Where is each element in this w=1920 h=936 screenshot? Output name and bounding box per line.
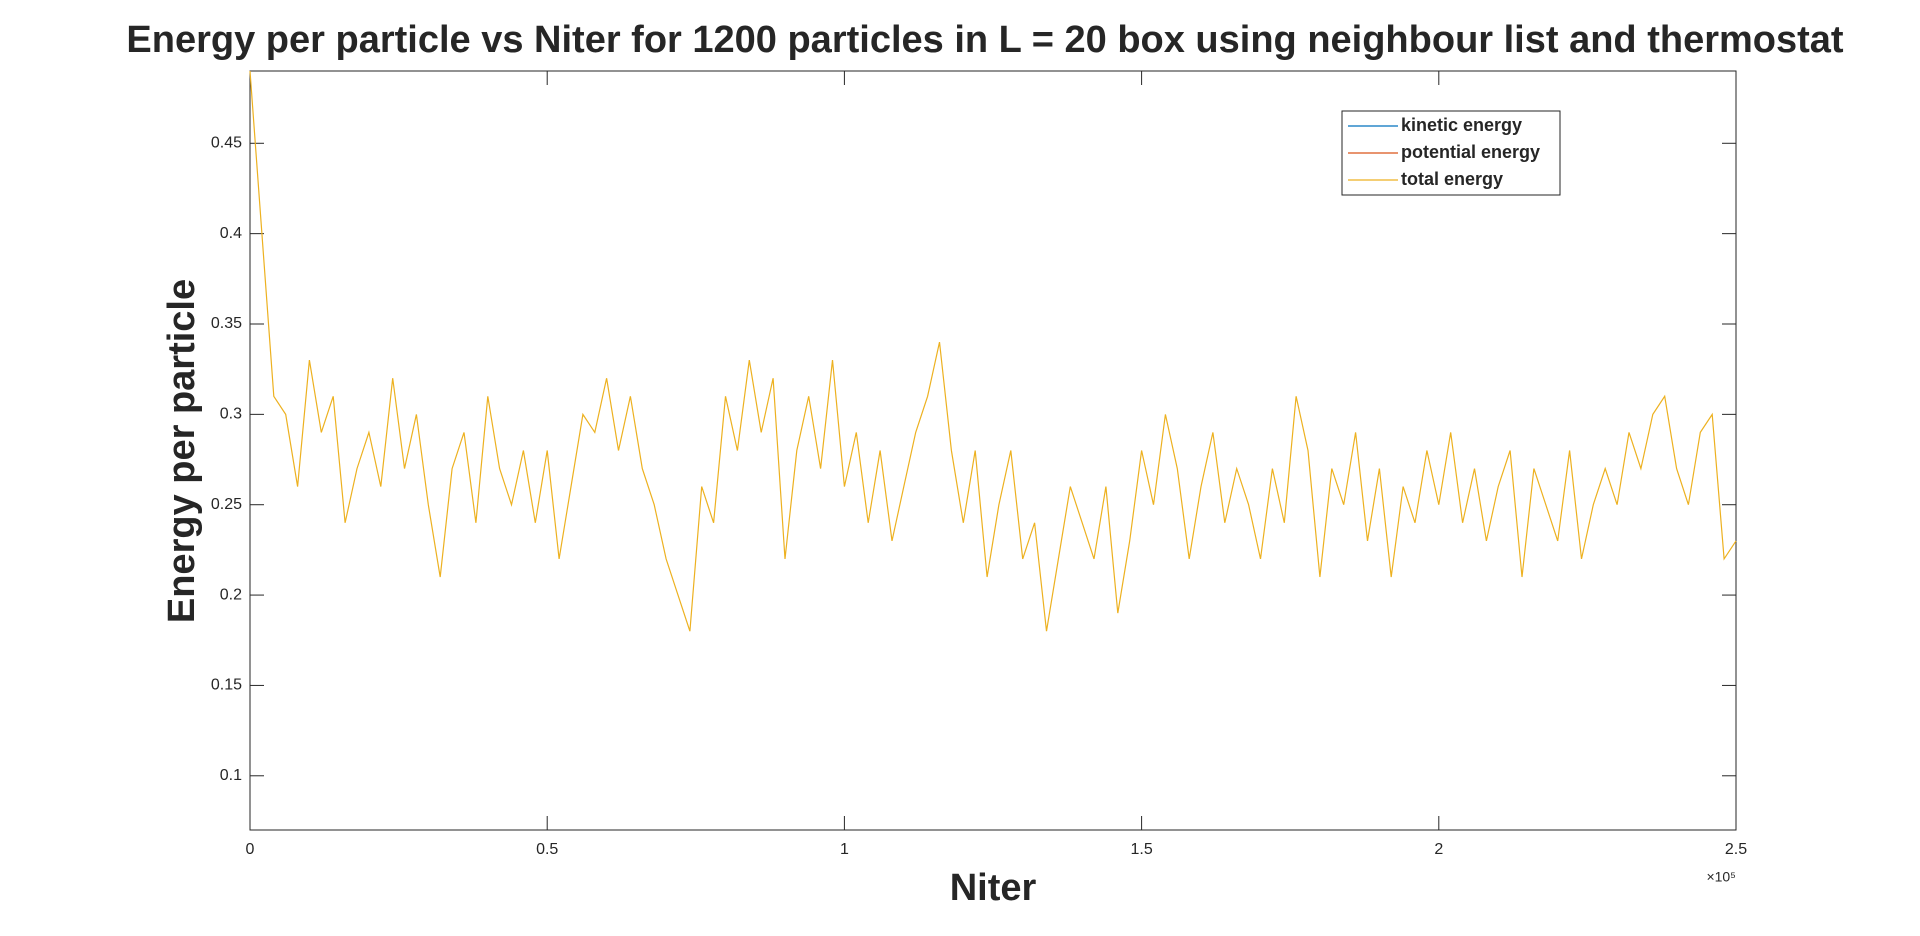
x-tick-label: 2: [1434, 841, 1443, 858]
plot-frame: [249, 70, 1737, 831]
y-tick-label: 0.2: [220, 586, 242, 603]
x-tick-label: 1.5: [1130, 841, 1152, 858]
x-tick-label: 0.5: [536, 841, 558, 858]
x-multiplier: ×10⁵: [1706, 869, 1736, 885]
legend-label: total energy: [1401, 169, 1503, 189]
y-tick-label: 0.25: [211, 496, 242, 513]
x-tick-label: 1: [840, 841, 849, 858]
series-line: [249, 70, 1737, 632]
x-tick-label: 2.5: [1725, 841, 1747, 858]
y-axis-label: Energy per particle: [161, 279, 203, 623]
x-tick-label: 0: [246, 841, 255, 858]
y-tick-label: 0.1: [220, 767, 242, 784]
legend-label: potential energy: [1401, 142, 1540, 162]
y-tick-label: 0.15: [211, 677, 242, 694]
chart-title: Energy per particle vs Niter for 1200 pa…: [126, 19, 1844, 61]
y-tick-label: 0.45: [211, 135, 242, 152]
y-tick-label: 0.35: [211, 315, 242, 332]
y-tick-label: 0.4: [220, 225, 242, 242]
legend-label: kinetic energy: [1401, 115, 1522, 135]
y-tick-label: 0.3: [220, 406, 242, 423]
x-axis-label: Niter: [950, 867, 1037, 909]
